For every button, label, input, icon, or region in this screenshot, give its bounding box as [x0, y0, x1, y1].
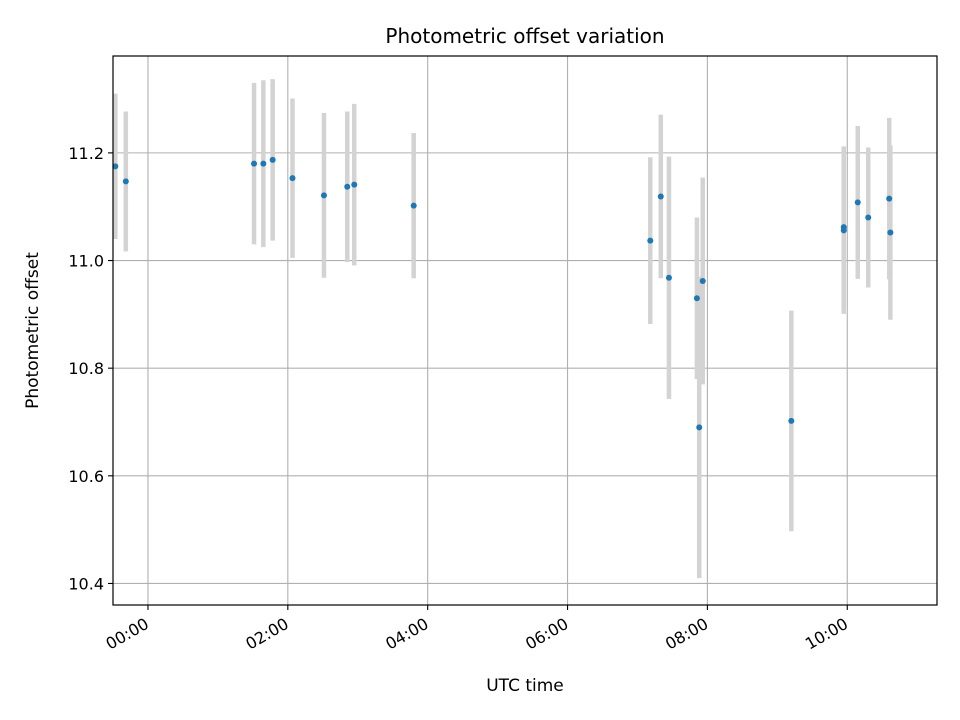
grid: [113, 56, 937, 605]
data-point: [665, 274, 672, 281]
data-point: [699, 277, 706, 284]
x-axis-title: UTC time: [486, 676, 564, 696]
data-point: [122, 178, 129, 185]
data-points: [112, 156, 894, 431]
data-point: [410, 202, 417, 209]
y-tick-label: 10.8: [68, 359, 104, 378]
data-point: [840, 227, 847, 234]
y-tick-label: 10.4: [68, 574, 104, 593]
data-point: [865, 214, 872, 221]
data-point: [693, 295, 700, 302]
y-tick-label: 11.2: [68, 144, 104, 163]
data-point: [320, 192, 327, 199]
chart-title: Photometric offset variation: [385, 24, 664, 48]
data-point: [344, 183, 351, 190]
data-point: [647, 237, 654, 244]
data-point: [886, 195, 893, 202]
y-tick-label: 11.0: [68, 252, 104, 271]
plot-area-frame: [112, 55, 938, 606]
data-point: [251, 160, 258, 167]
data-point: [351, 181, 358, 188]
data-point: [269, 156, 276, 163]
data-point: [696, 424, 703, 431]
y-axis-title: Photometric offset: [23, 252, 43, 409]
data-point: [112, 163, 119, 170]
data-point: [289, 175, 296, 182]
data-point: [887, 229, 894, 236]
data-point: [657, 193, 664, 200]
data-point: [260, 160, 267, 167]
y-tick-label: 10.6: [68, 467, 104, 486]
data-point: [788, 417, 795, 424]
data-point: [854, 199, 861, 206]
